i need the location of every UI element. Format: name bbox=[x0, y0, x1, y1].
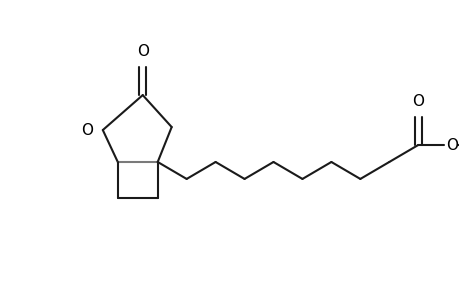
Text: O: O bbox=[136, 44, 148, 59]
Text: O: O bbox=[445, 137, 457, 152]
Text: O: O bbox=[81, 122, 93, 137]
Text: O: O bbox=[411, 94, 423, 109]
